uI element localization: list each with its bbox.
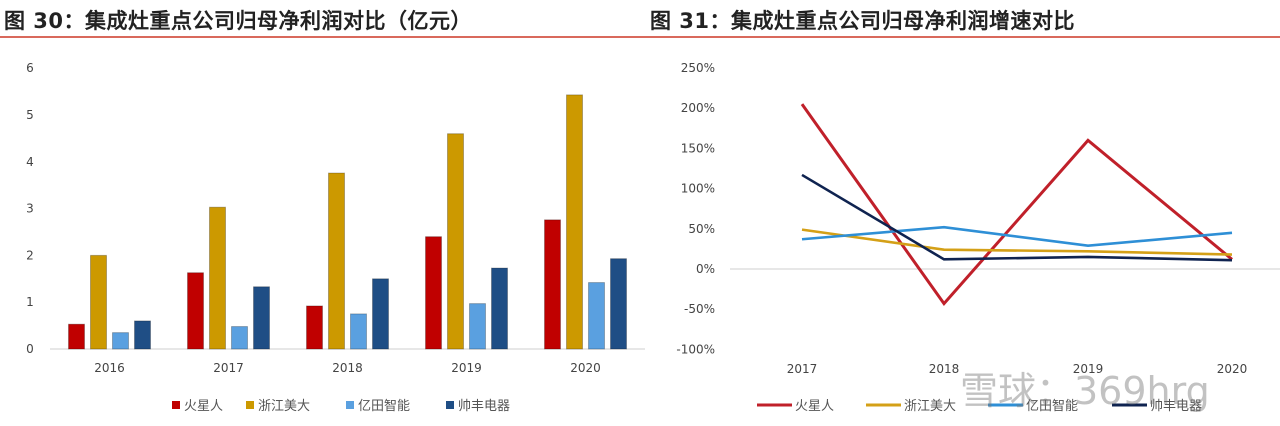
bar-2018-2 [350,313,367,350]
y-tick-label: -50% [684,302,715,316]
legend-label: 帅丰电器 [458,399,510,414]
y-tick-label: 0 [26,342,34,356]
legend-swatch [446,401,454,409]
y-tick-label: 5 [26,108,34,122]
x-tick-label: 2020 [1217,362,1248,376]
bar-2018-0 [306,305,323,350]
bar-2016-0 [68,323,85,350]
legend-label: 亿田智能 [1026,399,1078,414]
bar-2019-1 [447,133,464,350]
legend-label: 火星人 [795,399,834,414]
x-tick-label: 2018 [332,361,363,375]
bar-2017-1 [209,206,226,350]
y-tick-label: 200% [681,101,715,115]
right-chart-title: 图 31：集成灶重点公司归母净利润增速对比 [650,9,1076,33]
bar-2018-3 [372,278,389,350]
line-series-3 [801,173,1233,262]
legend-label: 亿田智能 [358,399,410,414]
legend-label: 浙江美大 [258,399,310,414]
y-tick-label: 100% [681,182,715,196]
bar-2017-0 [187,272,204,350]
y-tick-label: 1 [26,295,34,309]
bar-2018-1 [328,172,345,350]
y-tick-label: -100% [676,342,715,356]
y-tick-label: 250% [681,61,715,75]
legend-label: 火星人 [184,399,223,414]
y-tick-label: 50% [688,222,715,236]
x-tick-label: 2020 [570,361,601,375]
x-tick-label: 2017 [213,361,244,375]
legend-label: 帅丰电器 [1150,399,1202,414]
x-tick-label: 2019 [451,361,482,375]
bar-2016-3 [134,320,151,350]
bar-2020-1 [566,94,583,350]
x-tick-label: 2017 [787,362,818,376]
legend-swatch [246,401,254,409]
y-tick-label: 2 [26,248,34,262]
y-tick-label: 4 [26,155,34,169]
bar-2017-3 [253,286,270,350]
y-tick-label: 0% [696,262,715,276]
bar-2017-2 [231,326,248,350]
bar-2016-2 [112,332,129,350]
line-series-1 [801,228,1233,256]
y-tick-label: 3 [26,202,34,216]
x-tick-label: 2018 [929,362,960,376]
bar-2019-3 [491,267,508,350]
left-chart-title: 图 30：集成灶重点公司归母净利润对比（亿元） [4,9,473,33]
title-divider [0,36,1280,38]
watermark: 雪球：369hrg [960,369,1210,413]
legend-swatch [172,401,180,409]
y-tick-label: 6 [26,61,34,75]
bar-2019-2 [469,303,486,350]
legend-swatch [346,401,354,409]
x-tick-label: 2016 [94,361,125,375]
line-series-0 [800,103,1233,306]
bar-2020-0 [544,219,561,350]
line-series-2 [801,225,1233,247]
legend-label: 浙江美大 [904,399,956,414]
bar-2019-0 [425,236,442,350]
x-tick-label: 2019 [1073,362,1104,376]
bar-2016-1 [90,254,107,350]
bar-2020-2 [588,282,605,350]
y-tick-label: 150% [681,141,715,155]
bar-2020-3 [610,258,627,350]
